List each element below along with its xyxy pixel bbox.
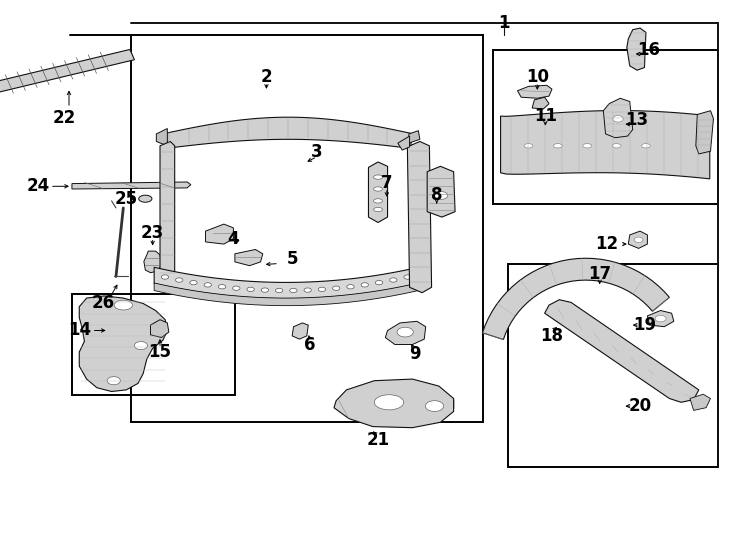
Text: 23: 23	[141, 224, 164, 242]
Text: 13: 13	[625, 111, 649, 129]
Ellipse shape	[233, 286, 240, 291]
Text: 11: 11	[534, 107, 557, 125]
Polygon shape	[501, 111, 710, 179]
Polygon shape	[154, 283, 418, 306]
Text: 22: 22	[53, 109, 76, 127]
Polygon shape	[165, 117, 411, 148]
Ellipse shape	[361, 283, 368, 287]
Bar	[72, 294, 235, 395]
Ellipse shape	[613, 116, 623, 122]
Text: 24: 24	[26, 177, 50, 195]
Polygon shape	[647, 310, 674, 327]
Polygon shape	[235, 249, 263, 266]
Polygon shape	[627, 28, 646, 70]
Polygon shape	[160, 141, 175, 285]
Ellipse shape	[333, 286, 340, 291]
Ellipse shape	[374, 199, 382, 203]
Text: 15: 15	[148, 343, 172, 361]
Ellipse shape	[107, 377, 120, 384]
Ellipse shape	[375, 280, 382, 285]
Polygon shape	[385, 321, 426, 345]
Polygon shape	[409, 131, 420, 143]
Polygon shape	[206, 224, 233, 244]
Polygon shape	[156, 129, 167, 146]
Bar	[131, 35, 483, 422]
Ellipse shape	[583, 144, 592, 148]
Polygon shape	[0, 50, 134, 93]
Text: 10: 10	[526, 68, 549, 86]
Ellipse shape	[374, 187, 382, 191]
Polygon shape	[154, 267, 418, 299]
Polygon shape	[517, 85, 552, 98]
Ellipse shape	[134, 341, 148, 350]
Text: 25: 25	[115, 190, 138, 208]
Polygon shape	[79, 296, 167, 392]
Ellipse shape	[219, 285, 225, 289]
Ellipse shape	[190, 280, 197, 285]
Ellipse shape	[139, 195, 152, 202]
Ellipse shape	[397, 327, 413, 337]
Ellipse shape	[524, 144, 533, 148]
Polygon shape	[368, 162, 388, 222]
Ellipse shape	[261, 288, 269, 292]
Bar	[508, 264, 718, 467]
Ellipse shape	[553, 144, 562, 148]
Polygon shape	[696, 111, 713, 154]
Ellipse shape	[425, 401, 443, 411]
Ellipse shape	[634, 237, 643, 242]
Text: 20: 20	[628, 397, 652, 415]
Polygon shape	[292, 323, 308, 339]
Text: 9: 9	[409, 345, 421, 363]
Ellipse shape	[374, 175, 382, 179]
Text: 17: 17	[588, 265, 611, 284]
Polygon shape	[150, 320, 169, 338]
Text: 6: 6	[304, 335, 316, 354]
Text: 2: 2	[261, 68, 272, 86]
Ellipse shape	[433, 192, 448, 200]
Text: 21: 21	[366, 431, 390, 449]
Text: 7: 7	[381, 173, 393, 192]
Ellipse shape	[175, 278, 183, 282]
Text: 1: 1	[498, 14, 509, 32]
Polygon shape	[72, 182, 191, 189]
Polygon shape	[144, 251, 161, 273]
Text: 8: 8	[431, 186, 443, 205]
Text: 12: 12	[595, 235, 619, 253]
Ellipse shape	[275, 288, 283, 293]
Polygon shape	[482, 258, 669, 340]
Text: 14: 14	[68, 321, 91, 340]
Polygon shape	[398, 136, 410, 150]
Ellipse shape	[374, 395, 404, 410]
Text: 26: 26	[91, 294, 115, 313]
Polygon shape	[532, 97, 549, 109]
Ellipse shape	[115, 300, 133, 310]
Ellipse shape	[247, 287, 254, 292]
Ellipse shape	[161, 275, 169, 279]
Ellipse shape	[390, 278, 397, 282]
Polygon shape	[690, 394, 711, 410]
Polygon shape	[427, 166, 455, 217]
Text: 18: 18	[539, 327, 563, 345]
Text: 3: 3	[311, 143, 323, 161]
Text: 4: 4	[228, 230, 239, 248]
Bar	[493, 50, 718, 204]
Text: 16: 16	[637, 40, 661, 59]
Polygon shape	[334, 379, 454, 428]
Ellipse shape	[346, 285, 354, 289]
Polygon shape	[407, 141, 432, 293]
Polygon shape	[545, 300, 699, 402]
Ellipse shape	[304, 288, 311, 292]
Text: 19: 19	[633, 316, 656, 334]
Ellipse shape	[290, 288, 297, 293]
Ellipse shape	[612, 144, 621, 148]
Ellipse shape	[642, 144, 650, 148]
Polygon shape	[603, 98, 633, 138]
Ellipse shape	[319, 287, 326, 292]
Polygon shape	[628, 231, 647, 248]
Ellipse shape	[404, 275, 411, 279]
Text: 5: 5	[286, 250, 298, 268]
Ellipse shape	[655, 315, 666, 322]
Ellipse shape	[204, 283, 211, 287]
Ellipse shape	[374, 207, 382, 212]
